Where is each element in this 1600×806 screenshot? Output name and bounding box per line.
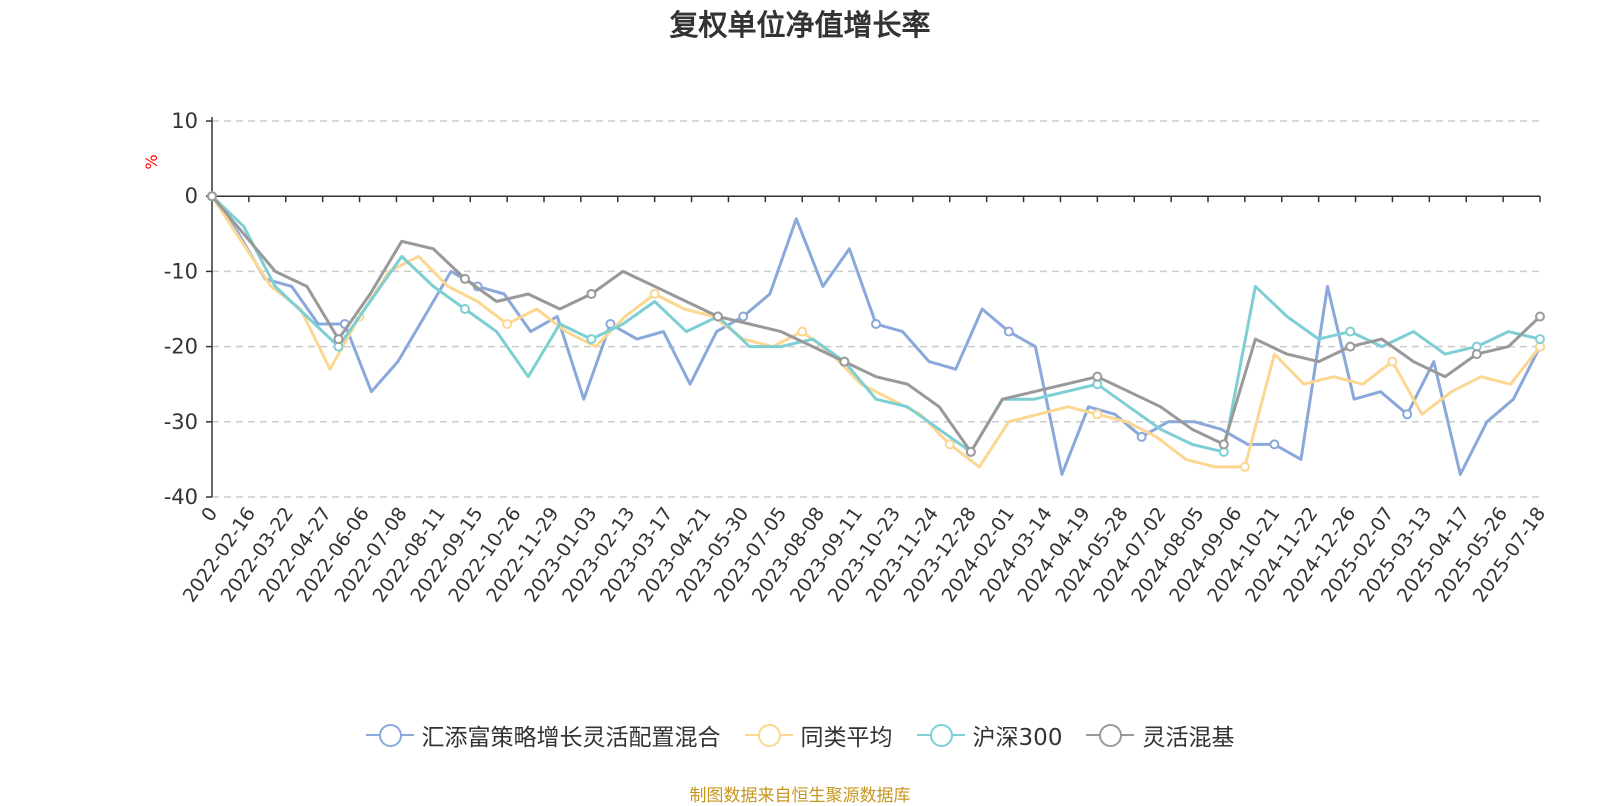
legend-label: 沪深300 bbox=[972, 725, 1063, 751]
legend-label: 汇添富策略增长灵活配置混合 bbox=[421, 725, 721, 751]
legend-label: 同类平均 bbox=[800, 725, 893, 751]
series-point-2 bbox=[1535, 334, 1545, 345]
line-chart: 100-10-20-30-40%02022-02-162022-03-22202… bbox=[142, 109, 1550, 606]
series-point-2 bbox=[459, 304, 470, 314]
y-tick-label: -30 bbox=[164, 410, 198, 434]
series-point-0 bbox=[738, 311, 749, 322]
series-point-3 bbox=[965, 446, 976, 457]
series-point-0 bbox=[1003, 326, 1014, 337]
series-point-3 bbox=[1535, 311, 1545, 322]
series-point-1 bbox=[944, 439, 955, 450]
series-point-1 bbox=[502, 319, 513, 330]
legend-item-0[interactable]: 汇添富策略增长灵活配置混合 bbox=[365, 718, 721, 752]
series-point-3 bbox=[333, 334, 344, 345]
legend-item-2[interactable]: 沪深300 bbox=[916, 718, 1063, 752]
legend-swatch bbox=[916, 723, 965, 747]
legend-swatch bbox=[744, 723, 793, 747]
series-point-3 bbox=[1092, 371, 1103, 382]
series-point-1 bbox=[1092, 409, 1103, 420]
legend: 汇添富策略增长灵活配置混合 同类平均 沪深300 灵活混基 bbox=[0, 718, 1600, 752]
series-point-3 bbox=[207, 191, 217, 202]
legend-item-3[interactable]: 灵活混基 bbox=[1086, 718, 1234, 752]
series-line-2 bbox=[210, 195, 1541, 454]
series-point-1 bbox=[797, 326, 808, 337]
series-point-3 bbox=[1471, 349, 1482, 360]
legend-swatch bbox=[365, 723, 414, 747]
series-line-3 bbox=[210, 195, 1542, 454]
y-tick-label: -20 bbox=[164, 335, 198, 359]
series-lines bbox=[207, 191, 1545, 476]
x-tick-label: 0 bbox=[197, 503, 222, 526]
y-tick-label: -10 bbox=[164, 259, 198, 283]
series-point-3 bbox=[1345, 341, 1356, 352]
y-tick-label: 0 bbox=[185, 184, 198, 208]
series-point-0 bbox=[1269, 439, 1280, 450]
series-point-0 bbox=[605, 319, 616, 330]
axes bbox=[206, 117, 1541, 498]
series-point-3 bbox=[1218, 439, 1229, 450]
series-point-0 bbox=[1402, 409, 1413, 420]
series-point-3 bbox=[839, 356, 850, 367]
series-point-1 bbox=[1239, 461, 1250, 472]
series-point-0 bbox=[1136, 431, 1147, 442]
y-tick-label: 10 bbox=[171, 109, 198, 133]
series-point-2 bbox=[586, 334, 597, 345]
legend-label: 灵活混基 bbox=[1142, 725, 1235, 751]
series-point-1 bbox=[1387, 356, 1398, 367]
series-point-3 bbox=[712, 311, 723, 322]
source-note: 制图数据来自恒生聚源数据库 bbox=[689, 786, 911, 806]
y-tick-label: -40 bbox=[164, 485, 198, 509]
legend-swatch bbox=[1086, 723, 1135, 747]
series-point-0 bbox=[871, 319, 881, 330]
series-point-3 bbox=[586, 288, 597, 299]
legend-item-1[interactable]: 同类平均 bbox=[744, 718, 893, 752]
series-line-1 bbox=[210, 195, 1542, 469]
chart-title: 复权单位净值增长率 bbox=[669, 8, 931, 42]
y-axis-unit: % bbox=[142, 154, 161, 169]
series-point-1 bbox=[649, 288, 660, 299]
tick-labels: 100-10-20-30-40%02022-02-162022-03-22202… bbox=[142, 109, 1550, 606]
series-point-2 bbox=[1345, 326, 1356, 337]
grid-lines bbox=[212, 120, 1540, 498]
series-point-3 bbox=[459, 273, 470, 284]
